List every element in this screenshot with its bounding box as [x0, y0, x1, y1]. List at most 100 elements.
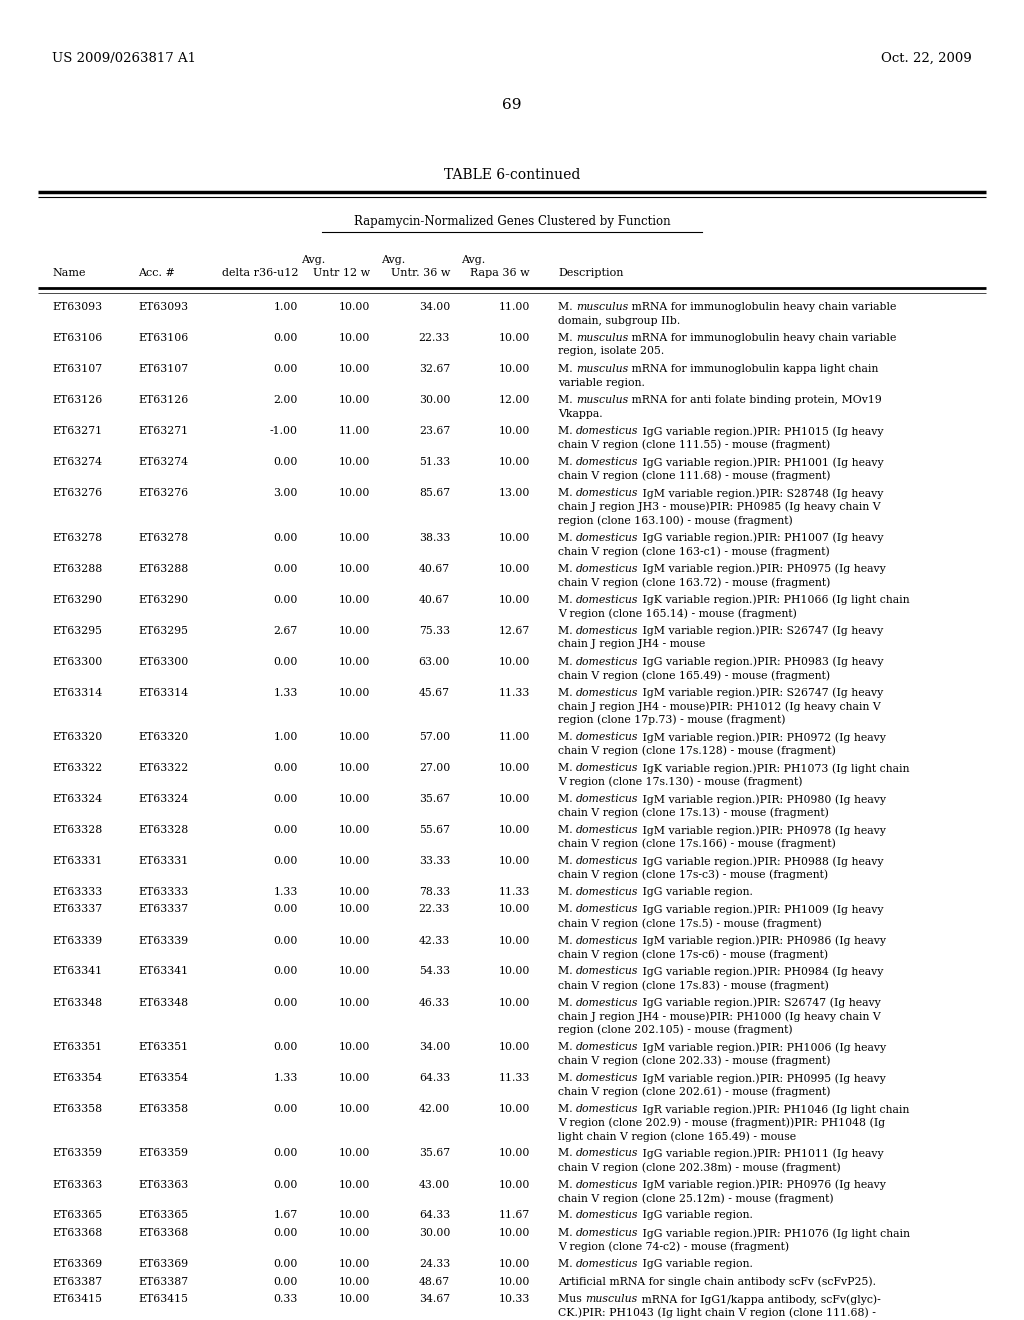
Text: 12.67: 12.67 — [499, 626, 530, 635]
Text: 0.00: 0.00 — [273, 1180, 298, 1189]
Text: Acc. #: Acc. # — [138, 268, 175, 279]
Text: 10.00: 10.00 — [339, 564, 370, 573]
Text: IgM variable region.)PIR: S26747 (Ig heavy: IgM variable region.)PIR: S26747 (Ig hea… — [639, 688, 883, 698]
Text: 10.00: 10.00 — [499, 1104, 530, 1114]
Text: 23.67: 23.67 — [419, 426, 450, 436]
Text: domesticus: domesticus — [577, 966, 639, 977]
Text: ET63322: ET63322 — [138, 763, 188, 774]
Text: mRNA for anti folate binding protein, MOv19: mRNA for anti folate binding protein, MO… — [629, 395, 882, 405]
Text: mRNA for immunoglobulin heavy chain variable: mRNA for immunoglobulin heavy chain vari… — [629, 302, 897, 312]
Text: M.: M. — [558, 1210, 577, 1221]
Text: domesticus: domesticus — [577, 688, 639, 697]
Text: Avg.: Avg. — [381, 255, 406, 265]
Text: M.: M. — [558, 1104, 577, 1114]
Text: 10.00: 10.00 — [339, 688, 370, 697]
Text: 10.00: 10.00 — [499, 763, 530, 774]
Text: CK.)PIR: PH1043 (Ig light chain V region (clone 111.68) -: CK.)PIR: PH1043 (Ig light chain V region… — [558, 1308, 876, 1319]
Text: 3.00: 3.00 — [273, 488, 298, 498]
Text: V region (clone 202.9) - mouse (fragment))PIR: PH1048 (Ig: V region (clone 202.9) - mouse (fragment… — [558, 1118, 885, 1129]
Text: 13.00: 13.00 — [499, 488, 530, 498]
Text: ET63093: ET63093 — [138, 302, 188, 312]
Text: 69: 69 — [502, 98, 522, 112]
Text: domesticus: domesticus — [577, 1259, 639, 1269]
Text: 34.67: 34.67 — [419, 1294, 450, 1304]
Text: 10.00: 10.00 — [339, 1073, 370, 1082]
Text: domesticus: domesticus — [577, 626, 639, 635]
Text: ET63354: ET63354 — [138, 1073, 188, 1082]
Text: 10.00: 10.00 — [339, 1228, 370, 1238]
Text: ET63276: ET63276 — [52, 488, 102, 498]
Text: ET63314: ET63314 — [52, 688, 102, 697]
Text: M.: M. — [558, 532, 577, 543]
Text: M.: M. — [558, 904, 577, 915]
Text: ET63341: ET63341 — [52, 966, 102, 977]
Text: V region (clone 165.14) - mouse (fragment): V region (clone 165.14) - mouse (fragmen… — [558, 609, 797, 619]
Text: domesticus: domesticus — [577, 733, 639, 742]
Text: ET63126: ET63126 — [52, 395, 102, 405]
Text: domesticus: domesticus — [577, 825, 639, 836]
Text: domesticus: domesticus — [577, 1210, 639, 1221]
Text: 42.00: 42.00 — [419, 1104, 450, 1114]
Text: chain V region (clone 111.55) - mouse (fragment): chain V region (clone 111.55) - mouse (f… — [558, 440, 830, 450]
Text: ET63288: ET63288 — [138, 564, 188, 573]
Text: 0.00: 0.00 — [273, 364, 298, 374]
Text: M.: M. — [558, 855, 577, 866]
Text: musculus: musculus — [586, 1294, 638, 1304]
Text: 0.00: 0.00 — [273, 1104, 298, 1114]
Text: ET63339: ET63339 — [52, 936, 102, 945]
Text: 10.00: 10.00 — [499, 1259, 530, 1269]
Text: ET63276: ET63276 — [138, 488, 188, 498]
Text: 0.00: 0.00 — [273, 763, 298, 774]
Text: domesticus: domesticus — [577, 1073, 639, 1082]
Text: 0.00: 0.00 — [273, 855, 298, 866]
Text: 64.33: 64.33 — [419, 1210, 450, 1221]
Text: ET63274: ET63274 — [138, 457, 188, 467]
Text: 10.00: 10.00 — [339, 1104, 370, 1114]
Text: Artificial mRNA for single chain antibody scFv (scFvP25).: Artificial mRNA for single chain antibod… — [558, 1276, 876, 1287]
Text: Rapamycin-Normalized Genes Clustered by Function: Rapamycin-Normalized Genes Clustered by … — [353, 215, 671, 228]
Text: ET63351: ET63351 — [52, 1041, 102, 1052]
Text: region (clone 17p.73) - mouse (fragment): region (clone 17p.73) - mouse (fragment) — [558, 714, 785, 725]
Text: 10.00: 10.00 — [339, 904, 370, 915]
Text: M.: M. — [558, 395, 577, 405]
Text: 10.00: 10.00 — [339, 457, 370, 467]
Text: M.: M. — [558, 1073, 577, 1082]
Text: M.: M. — [558, 626, 577, 635]
Text: 11.00: 11.00 — [499, 302, 530, 312]
Text: 46.33: 46.33 — [419, 998, 450, 1007]
Text: 1.33: 1.33 — [273, 887, 298, 898]
Text: M.: M. — [558, 457, 577, 467]
Text: 10.00: 10.00 — [499, 1228, 530, 1238]
Text: 0.00: 0.00 — [273, 795, 298, 804]
Text: ET63368: ET63368 — [52, 1228, 102, 1238]
Text: IgM variable region.)PIR: PH0975 (Ig heavy: IgM variable region.)PIR: PH0975 (Ig hea… — [639, 564, 886, 574]
Text: 75.33: 75.33 — [419, 626, 450, 635]
Text: Mus: Mus — [558, 1294, 586, 1304]
Text: chain V region (clone 17s-c3) - mouse (fragment): chain V region (clone 17s-c3) - mouse (f… — [558, 870, 828, 880]
Text: 10.00: 10.00 — [339, 333, 370, 343]
Text: ET63320: ET63320 — [138, 733, 188, 742]
Text: IgG variable region.)PIR: PH0988 (Ig heavy: IgG variable region.)PIR: PH0988 (Ig hea… — [639, 855, 883, 866]
Text: 43.00: 43.00 — [419, 1180, 450, 1189]
Text: 51.33: 51.33 — [419, 457, 450, 467]
Text: domesticus: domesticus — [577, 656, 639, 667]
Text: ET63295: ET63295 — [52, 626, 102, 635]
Text: chain V region (clone 25.12m) - mouse (fragment): chain V region (clone 25.12m) - mouse (f… — [558, 1193, 834, 1204]
Text: region (clone 202.105) - mouse (fragment): region (clone 202.105) - mouse (fragment… — [558, 1024, 793, 1035]
Text: ET63300: ET63300 — [138, 656, 188, 667]
Text: 1.67: 1.67 — [273, 1210, 298, 1221]
Text: 12.00: 12.00 — [499, 395, 530, 405]
Text: IgK variable region.)PIR: PH1066 (Ig light chain: IgK variable region.)PIR: PH1066 (Ig lig… — [639, 594, 909, 605]
Text: 22.33: 22.33 — [419, 333, 450, 343]
Text: 10.00: 10.00 — [499, 333, 530, 343]
Text: 10.00: 10.00 — [499, 1276, 530, 1287]
Text: 11.33: 11.33 — [499, 887, 530, 898]
Text: 10.00: 10.00 — [499, 656, 530, 667]
Text: IgM variable region.)PIR: PH0980 (Ig heavy: IgM variable region.)PIR: PH0980 (Ig hea… — [639, 795, 886, 805]
Text: variable region.: variable region. — [558, 378, 645, 388]
Text: ET63363: ET63363 — [138, 1180, 188, 1189]
Text: 1.00: 1.00 — [273, 302, 298, 312]
Text: 85.67: 85.67 — [419, 488, 450, 498]
Text: chain J region JH3 - mouse)PIR: PH0985 (Ig heavy chain V: chain J region JH3 - mouse)PIR: PH0985 (… — [558, 502, 881, 512]
Text: domesticus: domesticus — [577, 1148, 639, 1159]
